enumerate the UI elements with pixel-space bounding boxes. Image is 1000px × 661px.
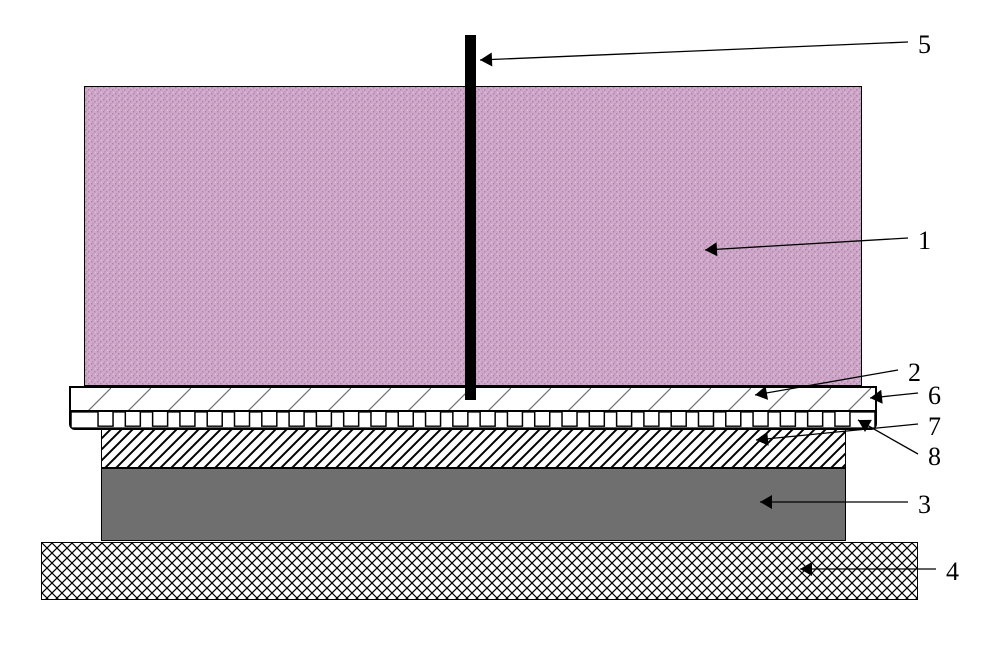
- diag-hatched-layer-7: [101, 426, 846, 468]
- base-crosshatch-4: [41, 542, 918, 600]
- mid-dark-layer-3: [101, 468, 846, 541]
- label-3: 3: [918, 490, 931, 520]
- label-6: 6: [928, 381, 941, 411]
- label-5: 5: [918, 30, 931, 60]
- label-7: 7: [928, 412, 941, 442]
- label-4: 4: [946, 557, 959, 587]
- label-1: 1: [918, 226, 931, 256]
- hatched-svg: [102, 427, 845, 467]
- base-crosshatch-svg: [42, 543, 917, 599]
- label-8: 8: [928, 442, 941, 472]
- center-rod-5: [465, 35, 476, 400]
- teeth-row-8: [71, 412, 875, 428]
- tray-lip: [69, 412, 877, 430]
- label-2: 2: [908, 358, 921, 388]
